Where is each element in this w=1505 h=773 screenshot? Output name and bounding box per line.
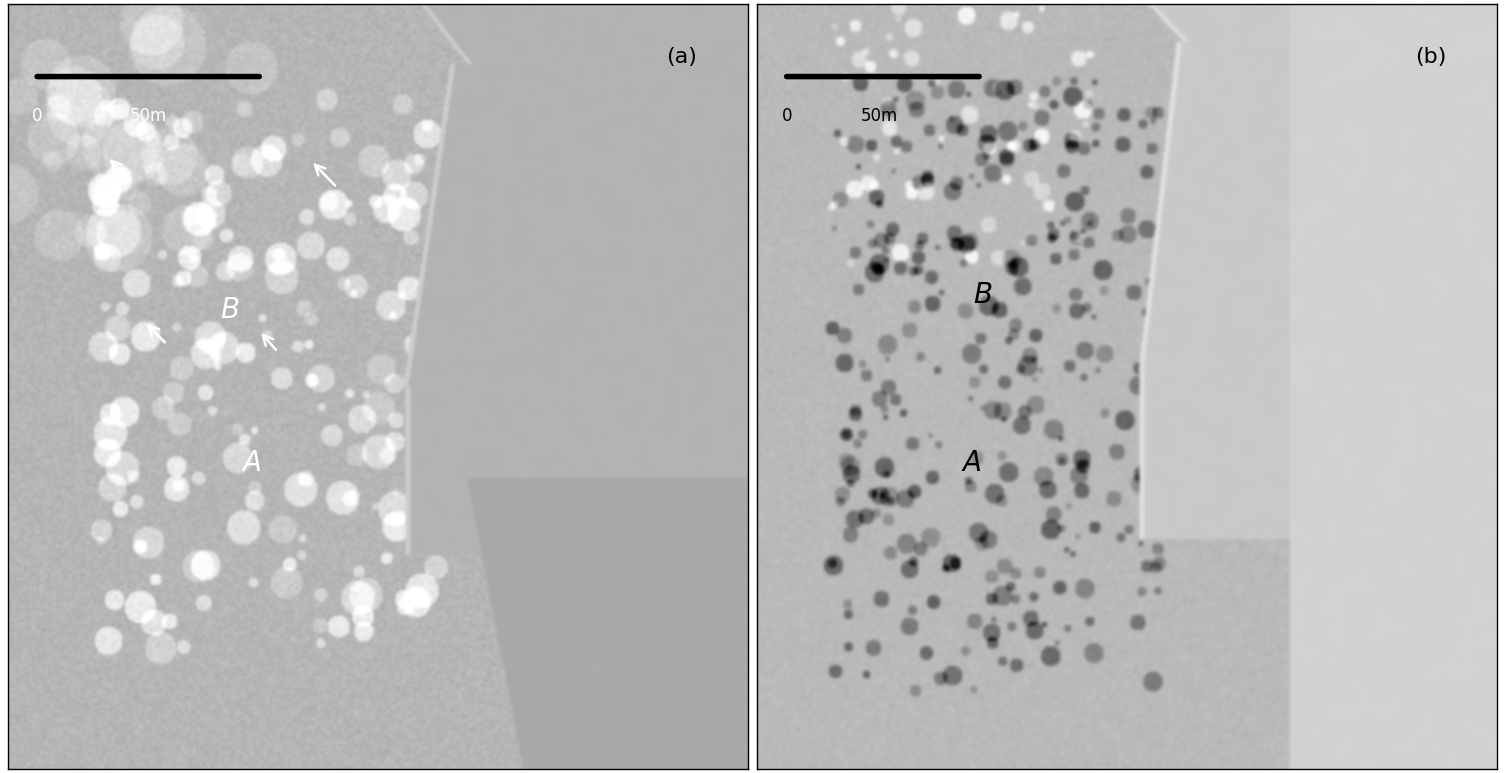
Text: A: A — [962, 449, 981, 477]
Text: 0: 0 — [32, 107, 42, 125]
Text: (b): (b) — [1415, 47, 1446, 67]
Text: 0: 0 — [781, 107, 792, 125]
Text: 50m: 50m — [129, 107, 167, 125]
Text: B: B — [220, 296, 239, 324]
Text: B: B — [974, 281, 992, 308]
Text: A: A — [242, 449, 262, 477]
Text: (a): (a) — [665, 47, 697, 67]
Text: 50m: 50m — [861, 107, 898, 125]
